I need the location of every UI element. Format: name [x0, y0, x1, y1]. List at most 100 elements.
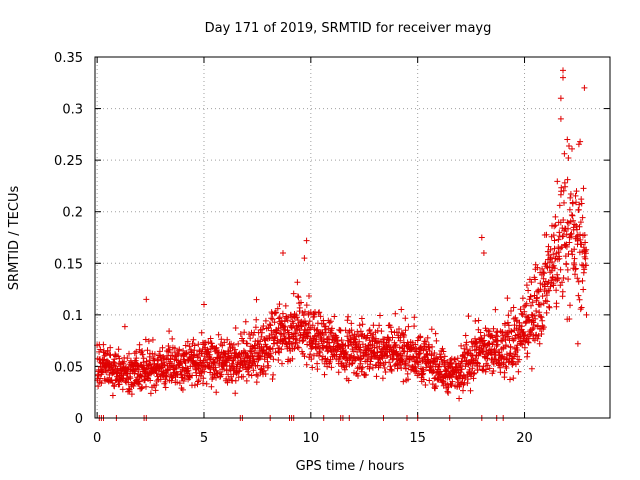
data-point	[228, 340, 235, 347]
data-point	[554, 178, 561, 185]
data-point	[253, 379, 260, 386]
data-point	[270, 356, 277, 363]
data-point	[319, 356, 326, 363]
data-point	[576, 223, 583, 230]
data-point	[400, 378, 407, 385]
data-point	[371, 344, 378, 351]
data-point	[428, 326, 435, 333]
data-point	[179, 366, 186, 373]
data-point	[325, 334, 332, 340]
data-point	[566, 143, 572, 149]
data-point	[547, 254, 554, 261]
data-point	[213, 374, 219, 381]
data-point	[273, 309, 280, 316]
data-point	[176, 346, 183, 353]
data-point	[555, 236, 562, 243]
data-point	[195, 378, 201, 385]
data-point	[402, 358, 409, 365]
data-point	[432, 330, 439, 337]
data-point	[497, 369, 504, 376]
data-point	[518, 323, 525, 330]
data-point	[335, 369, 342, 376]
data-point	[583, 262, 590, 269]
data-point	[348, 327, 355, 334]
data-point	[537, 313, 544, 320]
data-point	[428, 351, 435, 358]
data-point	[550, 262, 557, 269]
data-point	[552, 222, 559, 229]
data-point	[95, 383, 102, 390]
data-point	[474, 359, 481, 366]
data-point	[569, 200, 576, 207]
data-point	[252, 345, 259, 351]
data-point	[575, 141, 582, 148]
data-point	[301, 353, 308, 360]
data-point	[420, 368, 427, 374]
data-point	[364, 332, 371, 339]
y-tick-label: 0.15	[54, 257, 83, 272]
data-point	[473, 339, 479, 346]
data-point	[264, 358, 271, 365]
data-point	[382, 369, 389, 375]
data-point	[564, 266, 571, 273]
data-point	[528, 365, 535, 372]
data-point	[292, 339, 299, 346]
data-point	[514, 353, 521, 360]
data-point	[531, 312, 538, 319]
data-point	[252, 324, 259, 331]
data-point	[511, 335, 518, 342]
data-point	[559, 233, 566, 240]
data-point	[357, 328, 364, 335]
y-axis-label: SRMTID / TECUs	[7, 186, 22, 291]
data-point	[550, 251, 557, 258]
data-point	[242, 318, 249, 325]
data-point	[176, 380, 183, 387]
data-point	[106, 371, 113, 378]
data-point	[127, 375, 134, 382]
data-point	[521, 344, 528, 351]
data-point	[97, 346, 104, 353]
y-tick-label: 0.1	[62, 309, 83, 324]
data-point	[111, 383, 118, 390]
data-point	[274, 305, 281, 312]
data-point	[557, 266, 564, 273]
data-point	[528, 279, 535, 286]
chart-title: Day 171 of 2019, SRMTID for receiver may…	[205, 21, 492, 36]
data-point	[517, 306, 524, 313]
data-point	[415, 361, 422, 368]
data-point	[203, 380, 210, 387]
data-point	[345, 377, 352, 384]
data-point	[191, 382, 198, 389]
data-point	[583, 246, 590, 253]
data-point	[546, 287, 553, 294]
data-point	[109, 392, 116, 399]
data-point	[542, 260, 549, 267]
data-point	[420, 347, 427, 354]
tick-labels: 0 0.05 0.1 0.15 0.2 0.25 0.3 0.35 0 5 10 15 20	[54, 51, 533, 446]
data-point	[577, 219, 584, 226]
data-point	[538, 314, 545, 321]
data-point	[387, 324, 394, 331]
data-point	[573, 188, 580, 195]
data-point	[560, 217, 567, 223]
data-point	[373, 373, 380, 380]
data-point	[490, 368, 497, 374]
data-point	[315, 309, 322, 316]
data-point	[185, 367, 192, 374]
data-point	[298, 322, 305, 329]
data-point	[510, 360, 517, 367]
data-point	[561, 199, 567, 206]
data-point	[313, 344, 320, 351]
data-point	[332, 334, 339, 341]
data-point	[524, 339, 531, 345]
y-tick-label: 0.05	[54, 360, 83, 375]
data-point	[529, 326, 536, 333]
data-point	[240, 373, 247, 380]
data-point	[142, 336, 149, 343]
data-point	[405, 323, 412, 330]
data-point	[247, 335, 254, 342]
data-point	[507, 376, 513, 383]
data-point	[462, 332, 469, 339]
data-point	[151, 351, 158, 358]
data-point	[402, 315, 409, 322]
